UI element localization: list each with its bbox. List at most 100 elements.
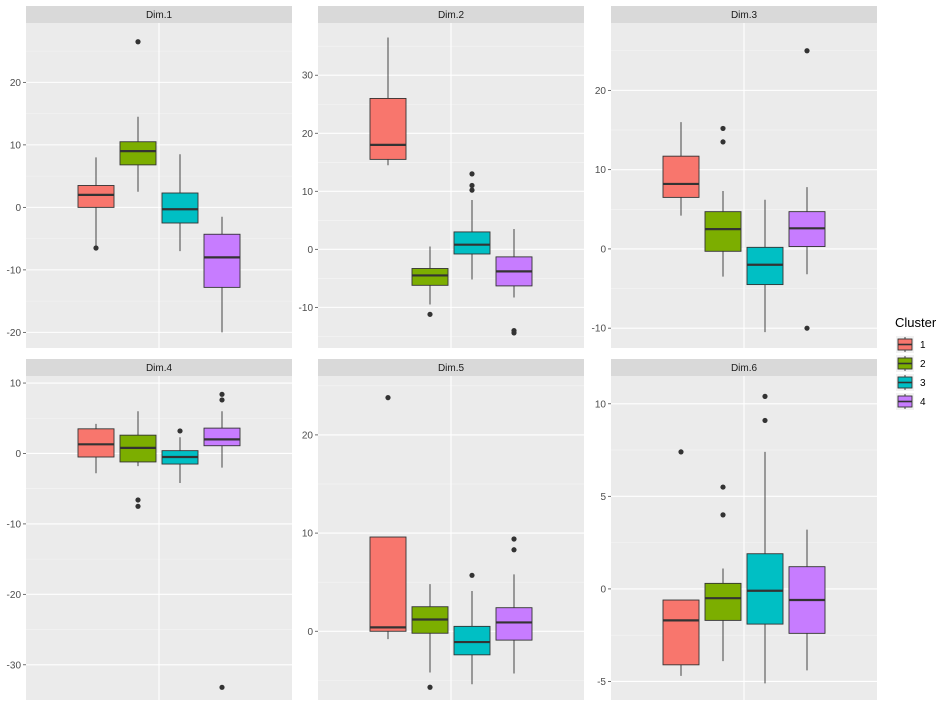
outlier-point — [219, 684, 225, 690]
outlier-point — [720, 512, 726, 518]
y-tick-label: 0 — [600, 244, 606, 255]
boxplot-cluster-3 — [453, 171, 491, 280]
facet-strip — [611, 6, 877, 23]
legend-title: Cluster — [895, 315, 937, 330]
boxplot-cluster-1 — [369, 37, 407, 166]
y-tick-label: 5 — [600, 492, 606, 503]
box-iqr — [704, 211, 742, 252]
y-tick-label: 0 — [15, 203, 21, 214]
y-tick-label: 20 — [302, 129, 314, 140]
legend: Cluster 1 2 3 4 — [895, 315, 937, 410]
y-tick-label: -30 — [7, 660, 22, 671]
outlier-point — [219, 391, 225, 397]
y-tick-label: -5 — [597, 677, 606, 688]
outlier-point — [93, 245, 99, 251]
box-iqr — [203, 233, 241, 288]
boxplot-cluster-1 — [662, 122, 700, 216]
box-iqr — [662, 155, 700, 198]
y-tick-label: -10 — [7, 265, 22, 276]
box-iqr — [453, 231, 491, 255]
boxplot-cluster-3 — [746, 199, 784, 333]
outlier-point — [135, 503, 141, 509]
boxplot-cluster-1 — [369, 395, 407, 640]
outlier-point — [469, 572, 475, 578]
box-iqr — [369, 97, 407, 160]
y-tick-label: -20 — [7, 328, 22, 339]
y-tick-label: 10 — [302, 529, 314, 540]
y-tick-label: -10 — [7, 519, 22, 530]
boxplot-cluster-4 — [788, 529, 826, 671]
outlier-point — [219, 397, 225, 403]
outlier-point — [720, 125, 726, 132]
legend-key-4: 4 — [896, 393, 926, 410]
legend-label: 1 — [920, 340, 926, 351]
outlier-point — [762, 417, 768, 424]
y-tick-label: 0 — [15, 449, 21, 460]
facet-panel-dim3: Dim.3 -10 0 10 20 — [592, 6, 877, 348]
boxplot-cluster-4 — [495, 536, 533, 674]
boxplot-cluster-3 — [746, 393, 784, 684]
y-tick-label: 10 — [595, 399, 607, 410]
box-iqr — [411, 268, 449, 286]
facet-strip-label: Dim.3 — [731, 10, 758, 21]
outlier-point — [762, 393, 768, 399]
outlier-point — [135, 39, 141, 45]
box-iqr — [662, 599, 700, 666]
facet-panel-dim5: Dim.5 0 10 20 — [302, 359, 584, 700]
box-iqr — [203, 427, 241, 447]
boxplot-cluster-1 — [77, 157, 115, 251]
box-iqr — [77, 185, 115, 208]
facet-strip — [318, 359, 584, 376]
outlier-point — [469, 187, 475, 193]
y-tick-label: 0 — [307, 627, 313, 638]
facet-panel-dim2: Dim.2 -10 0 10 20 30 — [299, 6, 584, 348]
boxplot-cluster-3 — [161, 428, 199, 484]
box-iqr — [704, 582, 742, 621]
box-iqr — [453, 625, 491, 656]
y-tick-label: 30 — [302, 71, 314, 82]
outlier-point — [678, 449, 684, 455]
boxplot-cluster-2 — [704, 125, 742, 277]
outlier-point — [720, 484, 726, 490]
facet-strip-label: Dim.1 — [146, 10, 173, 21]
legend-key-3: 3 — [896, 374, 926, 391]
y-tick-label: 0 — [307, 245, 313, 256]
y-tick-label: 10 — [10, 379, 22, 390]
box-iqr — [77, 428, 115, 458]
facet-strip-label: Dim.6 — [731, 363, 758, 374]
y-tick-label: -10 — [299, 303, 314, 314]
box-iqr — [746, 553, 784, 625]
outlier-point — [511, 547, 517, 553]
facet-strip-label: Dim.2 — [438, 10, 465, 21]
y-tick-label: 20 — [595, 86, 607, 97]
facet-strip-label: Dim.4 — [146, 363, 173, 374]
y-tick-label: 10 — [302, 187, 314, 198]
outlier-point — [177, 428, 183, 434]
boxplot-cluster-4 — [203, 391, 241, 690]
legend-label: 3 — [920, 378, 926, 389]
y-tick-label: 20 — [302, 430, 314, 441]
facet-strip — [26, 6, 292, 23]
y-tick-label: -20 — [7, 590, 22, 601]
facet-strip — [611, 359, 877, 376]
box-iqr — [369, 536, 407, 632]
box-iqr — [746, 246, 784, 286]
legend-label: 2 — [920, 359, 926, 370]
y-tick-label: 0 — [600, 584, 606, 595]
legend-label: 4 — [920, 397, 926, 408]
outlier-point — [804, 325, 810, 331]
legend-key-2: 2 — [896, 355, 926, 372]
outlier-point — [385, 395, 391, 401]
boxplot-cluster-2 — [119, 39, 157, 192]
outlier-point — [804, 48, 810, 54]
facet-panel-dim1: Dim.1 -20 -10 0 10 20 — [7, 6, 292, 348]
boxplot-cluster-4 — [788, 48, 826, 331]
outlier-point — [469, 171, 475, 177]
boxplot-cluster-2 — [704, 484, 742, 662]
y-tick-label: 20 — [10, 78, 22, 89]
outlier-point — [427, 684, 433, 690]
y-tick-label: -10 — [592, 324, 607, 335]
boxplot-cluster-3 — [453, 572, 491, 685]
y-tick-label: 10 — [10, 140, 22, 151]
